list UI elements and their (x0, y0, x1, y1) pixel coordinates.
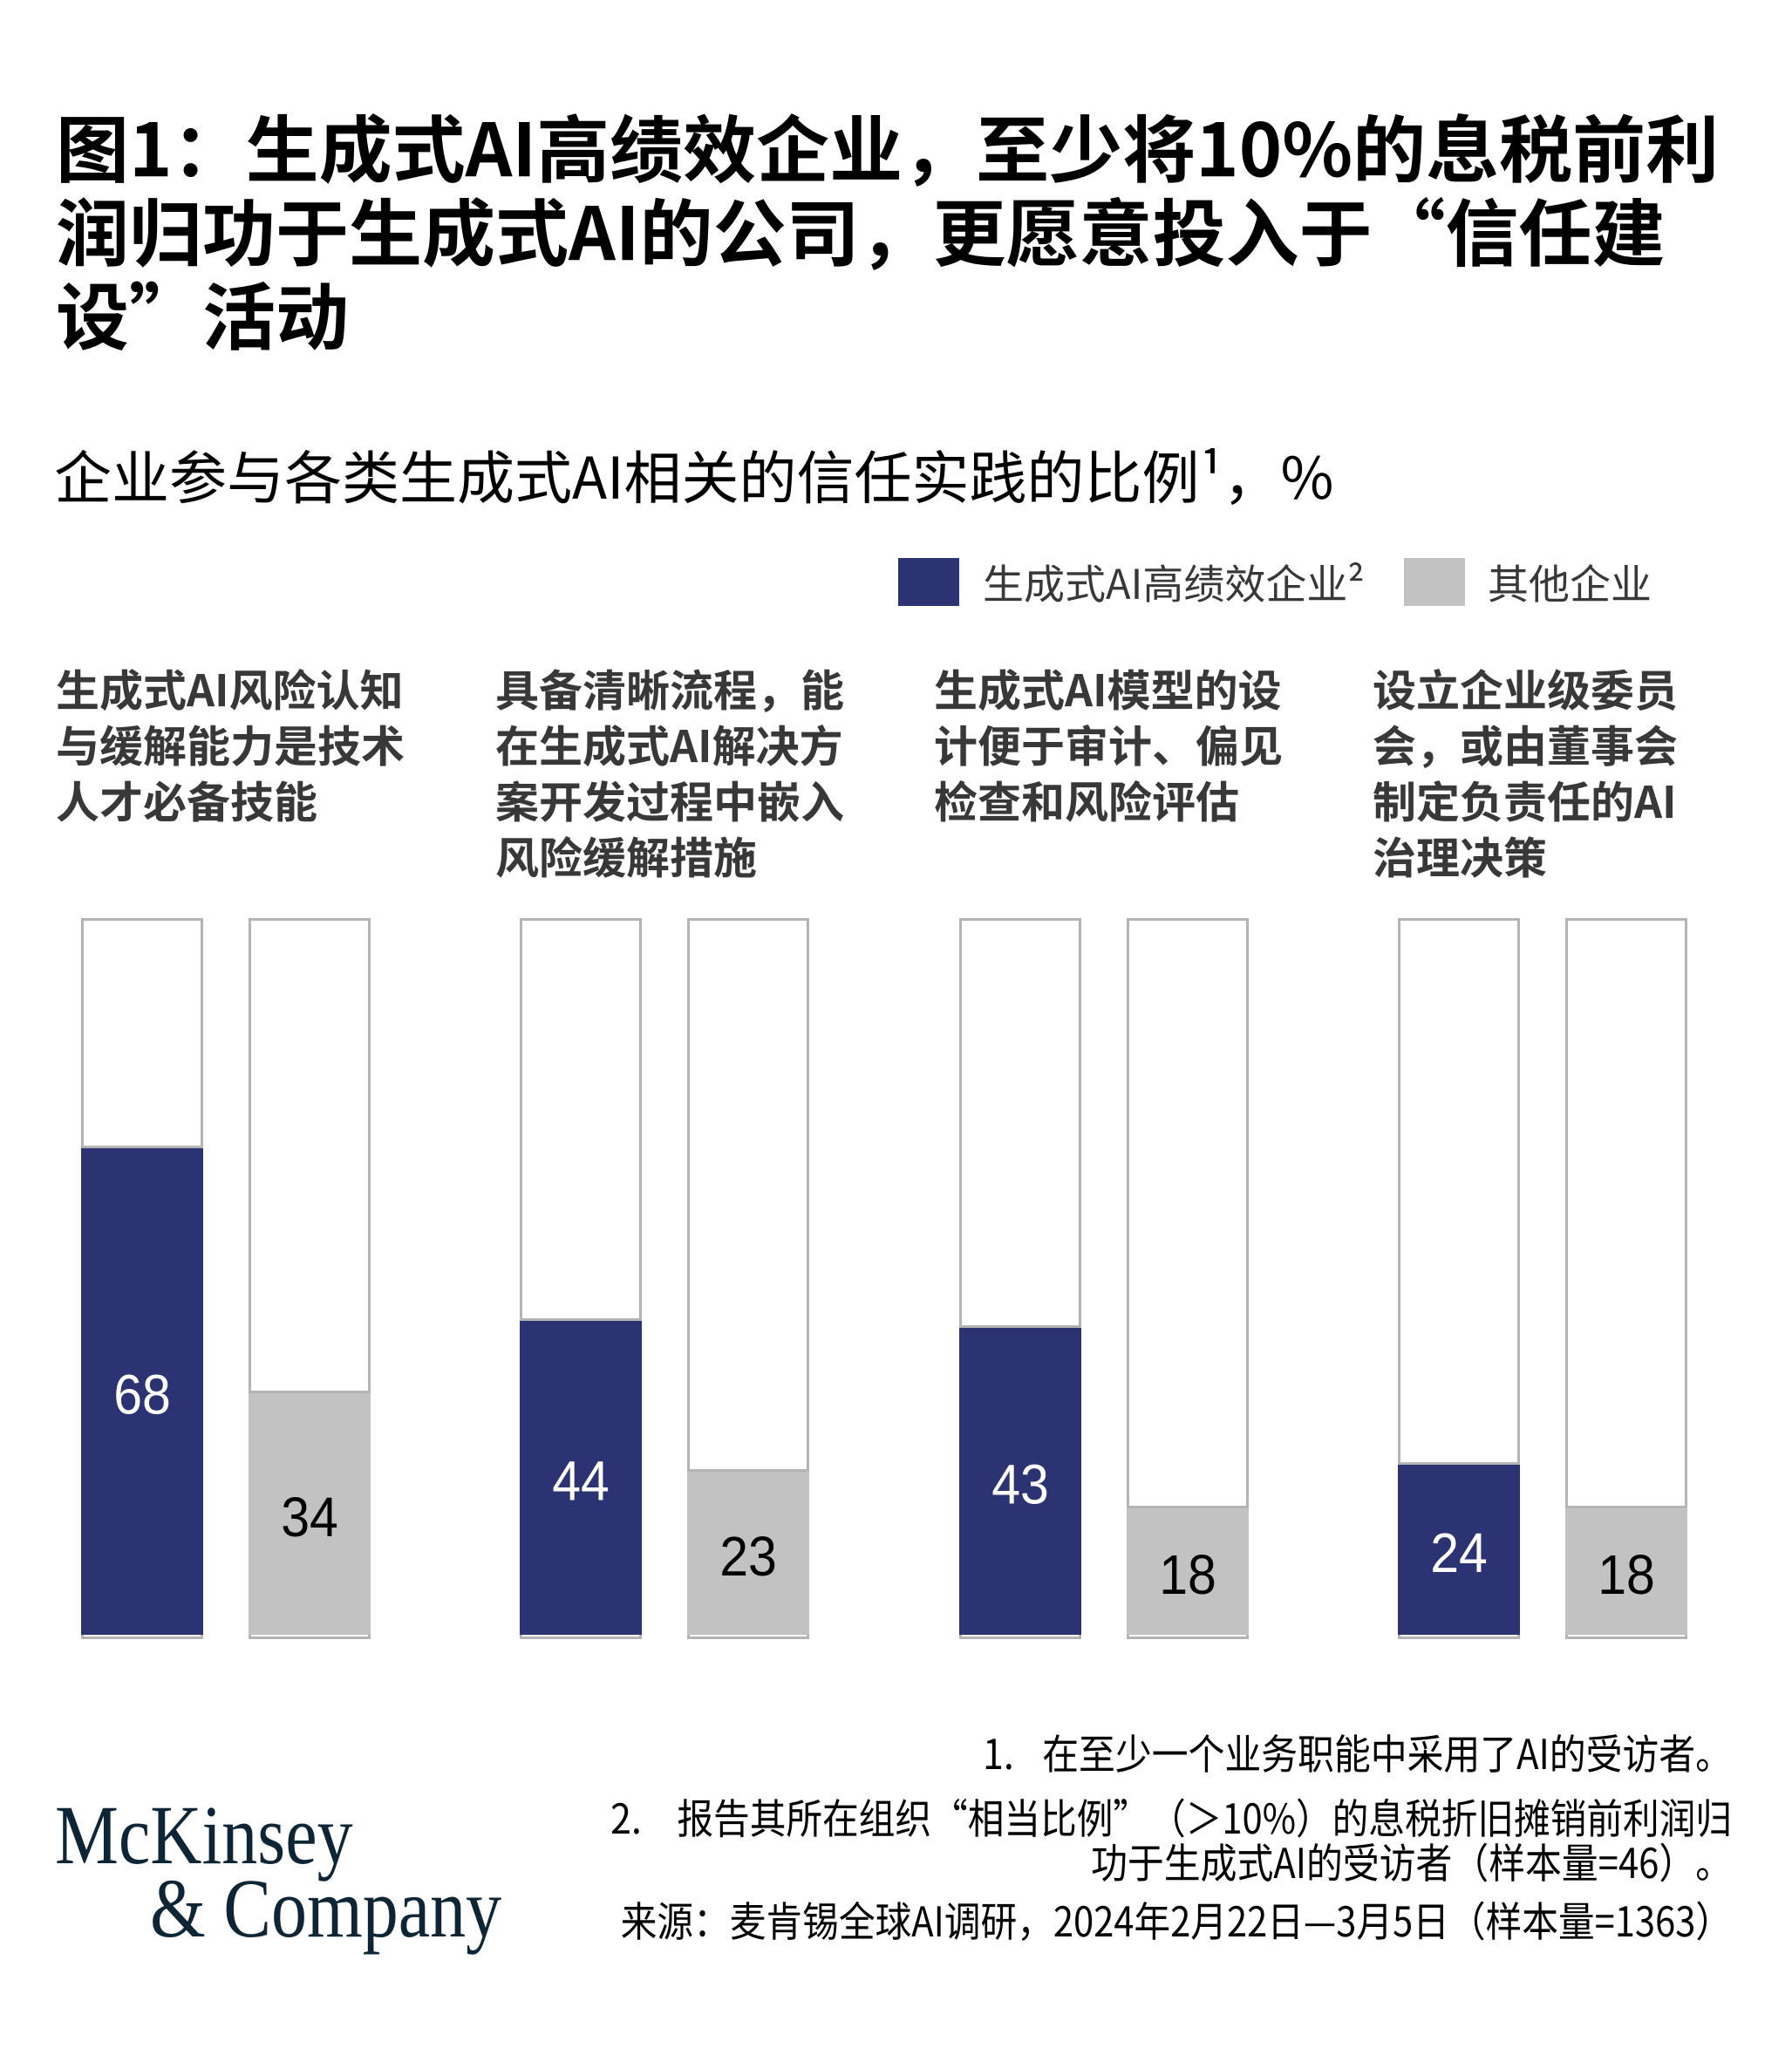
svg-text:& Company: & Company (150, 1862, 501, 1955)
svg-text:18: 18 (1598, 1544, 1655, 1607)
svg-text:43: 43 (991, 1453, 1049, 1516)
svg-text:44: 44 (552, 1450, 610, 1513)
svg-text:23: 23 (719, 1526, 777, 1589)
svg-text:68: 68 (113, 1364, 171, 1426)
svg-text:18: 18 (1159, 1544, 1216, 1607)
svg-text:34: 34 (281, 1487, 338, 1549)
svg-text:24: 24 (1430, 1522, 1488, 1585)
svg-text:McKinsey: McKinsey (55, 1789, 353, 1882)
